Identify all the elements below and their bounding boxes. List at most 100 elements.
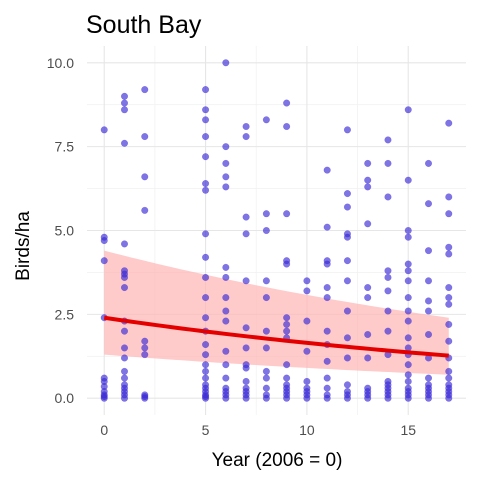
- data-point: [222, 173, 230, 181]
- data-point: [424, 394, 433, 402]
- data-point: [141, 133, 149, 141]
- data-point: [445, 193, 453, 201]
- data-point: [222, 347, 230, 355]
- data-point: [202, 186, 210, 194]
- data-point: [202, 314, 210, 322]
- data-point: [141, 344, 149, 352]
- data-point: [222, 159, 230, 167]
- data-point: [404, 307, 412, 315]
- data-point: [202, 116, 210, 124]
- data-point: [404, 277, 412, 285]
- data-point: [242, 122, 250, 131]
- data-point: [445, 374, 453, 382]
- data-point: [202, 179, 210, 188]
- data-point: [202, 351, 210, 359]
- confidence-ribbon-layer: [104, 250, 449, 375]
- data-point: [424, 374, 433, 382]
- data-point: [222, 59, 230, 67]
- data-point: [120, 99, 129, 107]
- data-point: [364, 176, 372, 184]
- data-point: [404, 394, 412, 402]
- data-point: [445, 243, 453, 251]
- data-point: [343, 126, 351, 134]
- data-point: [364, 183, 372, 191]
- data-point: [364, 354, 372, 362]
- data-point: [141, 173, 149, 181]
- data-point: [262, 374, 270, 382]
- data-point: [283, 314, 291, 322]
- data-point: [424, 330, 433, 339]
- data-point: [343, 307, 351, 315]
- data-point: [120, 344, 129, 352]
- data-point: [283, 320, 291, 328]
- data-point: [323, 294, 331, 302]
- data-point: [202, 394, 210, 402]
- data-point: [384, 273, 392, 282]
- data-point: [404, 294, 412, 302]
- data-point: [343, 257, 351, 265]
- data-point: [364, 294, 372, 302]
- data-point: [343, 233, 351, 241]
- x-axis-ticks: 0 5 10 15: [100, 422, 416, 438]
- data-point: [283, 122, 291, 131]
- y-axis-ticks: 0.0 2.5 5.0 7.5 10.0: [47, 55, 74, 406]
- data-point: [445, 250, 453, 258]
- data-point: [303, 277, 311, 285]
- fit-line-layer: [103, 315, 449, 358]
- data-point: [202, 253, 210, 261]
- data-point: [222, 317, 230, 325]
- data-point: [262, 327, 270, 335]
- x-tick-label: 5: [202, 422, 210, 438]
- data-point: [222, 394, 230, 402]
- data-point: [384, 394, 392, 402]
- data-point: [384, 327, 392, 335]
- scatter-points: [100, 59, 453, 402]
- data-point: [242, 213, 250, 221]
- data-point: [384, 193, 392, 201]
- data-point: [323, 374, 331, 382]
- data-point: [323, 223, 331, 231]
- data-point: [141, 206, 149, 214]
- data-point: [445, 367, 453, 375]
- data-point: [445, 394, 453, 402]
- data-point: [120, 374, 129, 382]
- data-point: [222, 273, 230, 282]
- data-point: [343, 394, 351, 402]
- data-point: [384, 267, 392, 275]
- data-point: [323, 166, 331, 174]
- data-point: [242, 344, 250, 352]
- data-point: [262, 384, 270, 392]
- data-point: [242, 324, 250, 332]
- data-point: [222, 183, 230, 191]
- data-point: [202, 133, 210, 141]
- data-point: [283, 99, 291, 107]
- data-point: [343, 277, 351, 285]
- data-point: [222, 361, 230, 369]
- data-point: [120, 367, 129, 375]
- data-point: [303, 377, 311, 386]
- y-tick-label: 7.5: [55, 139, 75, 155]
- data-point: [323, 283, 331, 292]
- data-point: [364, 220, 372, 228]
- data-point: [404, 334, 412, 342]
- chart-title: South Bay: [86, 11, 202, 39]
- data-point: [404, 361, 412, 369]
- data-point: [404, 317, 412, 325]
- y-tick-label: 5.0: [55, 223, 75, 239]
- data-point: [262, 344, 270, 352]
- data-point: [384, 159, 392, 167]
- data-point: [424, 159, 433, 167]
- data-point: [283, 374, 291, 382]
- y-tick-label: 10.0: [47, 55, 74, 71]
- data-point: [364, 283, 372, 292]
- data-point: [404, 260, 412, 268]
- data-point: [120, 354, 129, 362]
- data-point: [404, 233, 412, 241]
- data-point: [120, 240, 129, 248]
- data-point: [100, 237, 108, 245]
- data-point: [364, 394, 372, 402]
- data-point: [445, 300, 453, 308]
- data-point: [141, 351, 149, 359]
- data-point: [202, 153, 210, 161]
- data-point: [343, 354, 351, 362]
